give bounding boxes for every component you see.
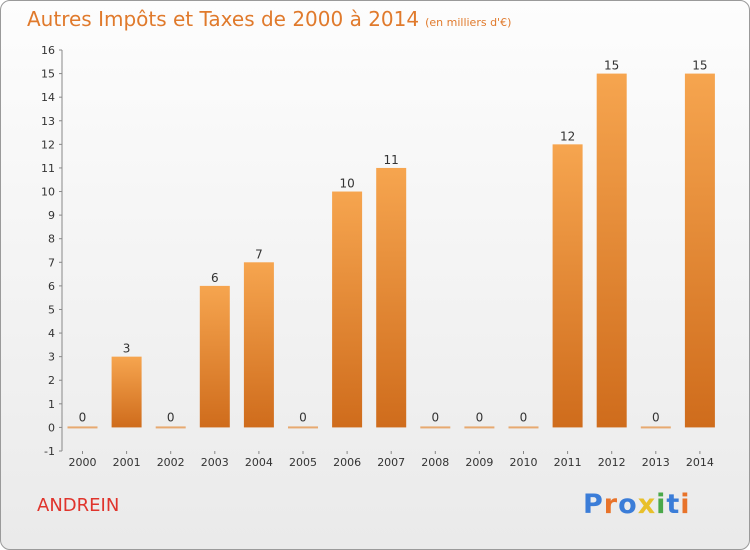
bar-value-label: 0 xyxy=(520,410,528,424)
x-tick-label: 2013 xyxy=(642,456,670,469)
x-tick-label: 2007 xyxy=(377,456,405,469)
y-tick-label: 14 xyxy=(41,91,55,104)
bar xyxy=(684,73,715,428)
bar xyxy=(111,356,142,428)
x-tick-label: 2006 xyxy=(333,456,361,469)
bar xyxy=(508,426,539,429)
y-tick-label: 16 xyxy=(41,44,55,57)
proxiti-logo: Proxiti xyxy=(583,489,691,520)
bar xyxy=(464,426,495,429)
bar xyxy=(288,426,318,429)
x-tick-label: 2009 xyxy=(465,456,493,469)
bar-value-label: 0 xyxy=(79,410,87,424)
logo-letter: i xyxy=(680,489,691,520)
bars: 0 3 0 6 7 0 10 11 0 0 0 12 15 0 15 xyxy=(67,59,715,429)
bar-value-label: 0 xyxy=(652,410,660,424)
bar xyxy=(640,426,671,429)
logo-letter: P xyxy=(583,489,604,520)
bar-value-label: 15 xyxy=(692,59,707,73)
logo-letter: r xyxy=(603,489,619,520)
logo-letter: i xyxy=(656,489,667,520)
y-tick-label: 4 xyxy=(48,327,55,340)
x-tick-label: 2002 xyxy=(157,456,185,469)
x-tick-label: 2011 xyxy=(554,456,582,469)
bar-value-label: 0 xyxy=(299,410,307,424)
bar xyxy=(67,426,98,429)
logo-letter: t xyxy=(666,489,681,520)
x-tick-label: 2010 xyxy=(510,456,538,469)
chart-unit: (en milliers d'€) xyxy=(425,16,512,29)
bar xyxy=(420,426,451,429)
x-tick-label: 2004 xyxy=(245,456,273,469)
y-tick-label: 8 xyxy=(48,233,55,246)
bar-value-label: 12 xyxy=(560,129,575,143)
y-tick-label: 6 xyxy=(48,280,55,293)
y-tick-label: 1 xyxy=(48,398,55,411)
bar-value-label: 6 xyxy=(211,271,219,285)
y-tick-label: -1 xyxy=(44,445,55,458)
y-tick-label: 12 xyxy=(41,138,55,151)
bar xyxy=(243,262,274,428)
bar xyxy=(596,73,627,428)
y-tick-label: 15 xyxy=(41,68,55,81)
bar xyxy=(332,191,363,428)
bar-value-label: 3 xyxy=(123,342,131,356)
bar-value-label: 0 xyxy=(167,410,175,424)
bar xyxy=(552,144,583,428)
x-tick-label: 2001 xyxy=(113,456,141,469)
bar-value-label: 7 xyxy=(255,247,263,261)
y-tick-label: 10 xyxy=(41,186,55,199)
bar xyxy=(376,167,407,428)
x-tick-label: 2014 xyxy=(686,456,714,469)
y-tick-label: 9 xyxy=(48,209,55,222)
y-tick-label: 2 xyxy=(48,374,55,387)
x-tick-label: 2003 xyxy=(201,456,229,469)
bar-value-label: 11 xyxy=(384,153,399,167)
x-tick-label: 2012 xyxy=(598,456,626,469)
y-tick-label: 13 xyxy=(41,115,55,128)
x-axis-labels: 2000 2001 2002 2003 2004 2005 2006 2007 2008 2009… xyxy=(69,451,714,469)
commune-name: ANDREIN xyxy=(37,495,120,516)
bar xyxy=(199,285,230,428)
y-tick-label: 3 xyxy=(48,351,55,364)
y-tick-label: 11 xyxy=(41,162,55,175)
logo-letter: o xyxy=(618,489,638,520)
bar-value-label: 10 xyxy=(339,177,354,191)
x-tick-label: 2008 xyxy=(421,456,449,469)
chart-title-text: Autres Impôts et Taxes de 2000 à 2014 xyxy=(27,7,420,31)
bar-value-label: 15 xyxy=(604,59,619,73)
x-tick-label: 2005 xyxy=(289,456,317,469)
bar xyxy=(155,426,186,429)
y-tick-label: 0 xyxy=(48,421,55,434)
chart-title: Autres Impôts et Taxes de 2000 à 2014 (en… xyxy=(27,7,511,31)
y-tick-label: 5 xyxy=(48,303,55,316)
bar-value-label: 0 xyxy=(476,410,484,424)
bar-value-label: 0 xyxy=(431,410,439,424)
logo-letter: x xyxy=(637,489,657,520)
y-tick-label: 7 xyxy=(48,256,55,269)
x-tick-label: 2000 xyxy=(69,456,97,469)
